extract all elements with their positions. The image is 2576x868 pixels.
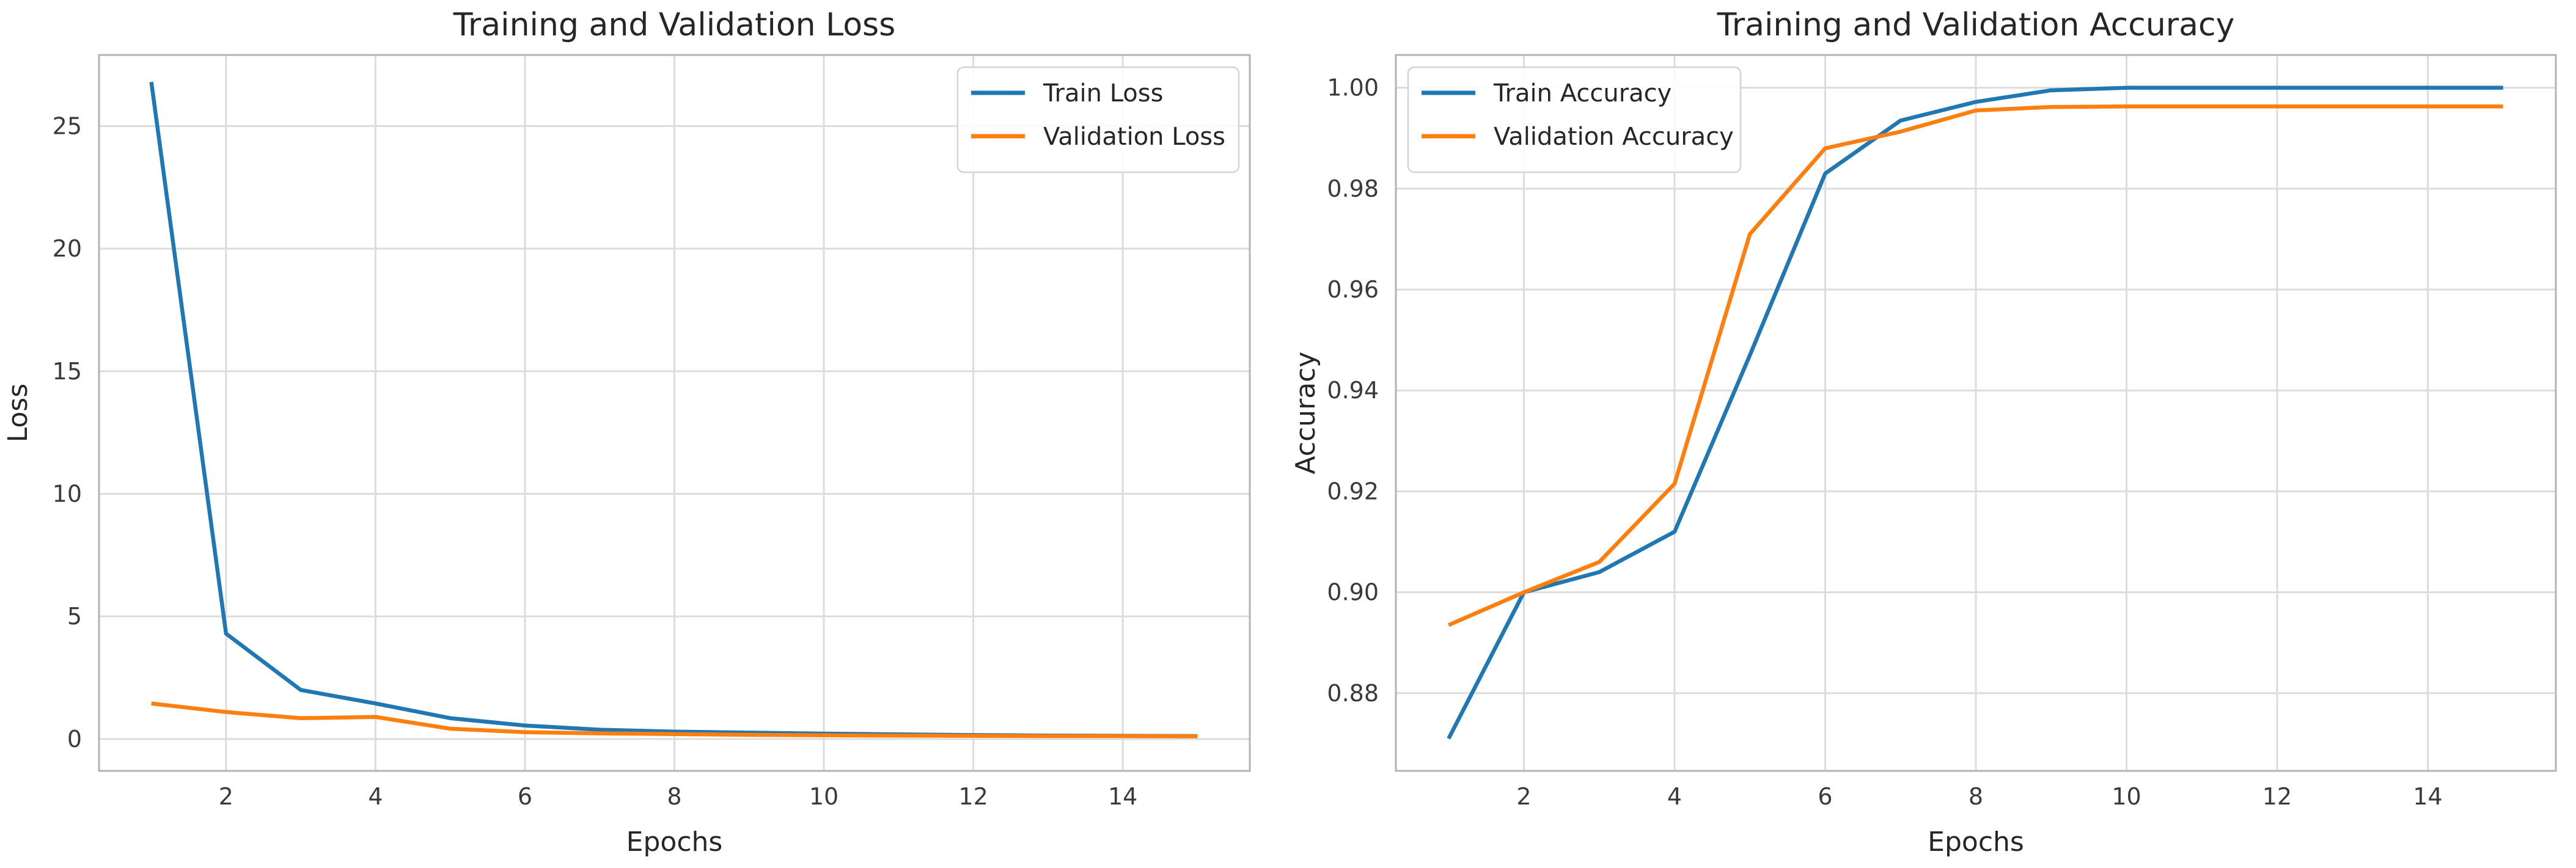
legend-label: Train Loss <box>1043 79 1163 108</box>
x-axis-label: Epochs <box>1928 826 2024 858</box>
y-axis-tick-label: 0 <box>67 726 82 753</box>
legend-label: Validation Accuracy <box>1494 123 1734 151</box>
accuracy-chart: 2 4 6 8 10 12 14 0.88 0.90 0.92 0.94 0.96 0.98 1.00 Ep… <box>1288 0 2576 868</box>
y-axis-tick-label: 5 <box>67 603 82 630</box>
y-axis-tick-label: 0.98 <box>1327 175 1379 202</box>
y-axis-tick-label: 0.88 <box>1327 680 1379 707</box>
x-axis-tick-label: 10 <box>809 783 838 810</box>
legend-label: Train Accuracy <box>1493 79 1671 108</box>
x-axis-tick-label: 4 <box>368 783 383 810</box>
x-axis-label: Epochs <box>626 826 723 858</box>
accuracy-chart-svg: 2 4 6 8 10 12 14 0.88 0.90 0.92 0.94 0.96 0.98 1.00 Ep… <box>1290 7 2557 858</box>
legend: Train Accuracy Validation Accuracy <box>1407 66 1742 173</box>
legend-box <box>1407 66 1742 173</box>
gridlines <box>1396 55 2556 771</box>
plot-border <box>98 54 1251 772</box>
y-axis-label: Accuracy <box>1290 352 1321 475</box>
train-accuracy-line <box>1447 86 2503 740</box>
x-axis-tick-label: 6 <box>1818 783 1832 810</box>
y-axis-tick-label: 15 <box>53 358 82 385</box>
x-axis-tick-label: 2 <box>219 783 233 810</box>
validation-loss-line <box>151 701 1198 739</box>
x-axis-tick-label: 8 <box>1969 783 1983 810</box>
plot-border <box>1395 54 2557 772</box>
loss-chart-svg: 2 4 6 8 10 12 14 0 5 10 15 20 25 Epochs Loss Training a… <box>2 7 1251 858</box>
x-axis-tick-label: 8 <box>667 783 681 810</box>
y-axis-label: Loss <box>2 384 34 443</box>
x-axis-tick-label: 4 <box>1667 783 1682 810</box>
y-axis-tick-label: 0.96 <box>1327 276 1379 303</box>
y-axis-tick-label: 0.90 <box>1327 579 1379 606</box>
y-axis-tick-label: 0.92 <box>1327 478 1379 505</box>
validation-accuracy-line <box>1447 104 2503 627</box>
legend-box <box>956 66 1240 173</box>
legend: Train Loss Validation Loss <box>956 66 1240 173</box>
y-axis-tick-label: 25 <box>53 112 82 139</box>
x-axis-tick-label: 12 <box>2262 783 2292 810</box>
loss-chart: 2 4 6 8 10 12 14 0 5 10 15 20 25 Epochs Loss Training a… <box>2 7 1251 858</box>
y-axis-tick-label: 0.94 <box>1327 377 1379 404</box>
chart-title: Training and Validation Accuracy <box>1717 7 2235 43</box>
legend-label: Validation Loss <box>1043 123 1225 151</box>
x-axis-tick-label: 14 <box>1108 783 1137 810</box>
x-axis-tick-label: 14 <box>2413 783 2442 810</box>
x-axis-tick-label: 6 <box>518 783 532 810</box>
y-axis-tick-label: 1.00 <box>1327 75 1379 101</box>
x-axis-tick-label: 10 <box>2112 783 2141 810</box>
chart-title: Training and Validation Loss <box>453 7 895 43</box>
x-axis-tick-label: 2 <box>1516 783 1531 810</box>
y-axis-tick-label: 10 <box>53 480 82 507</box>
x-axis-tick-label: 12 <box>958 783 988 810</box>
y-axis-tick-label: 20 <box>53 235 82 262</box>
